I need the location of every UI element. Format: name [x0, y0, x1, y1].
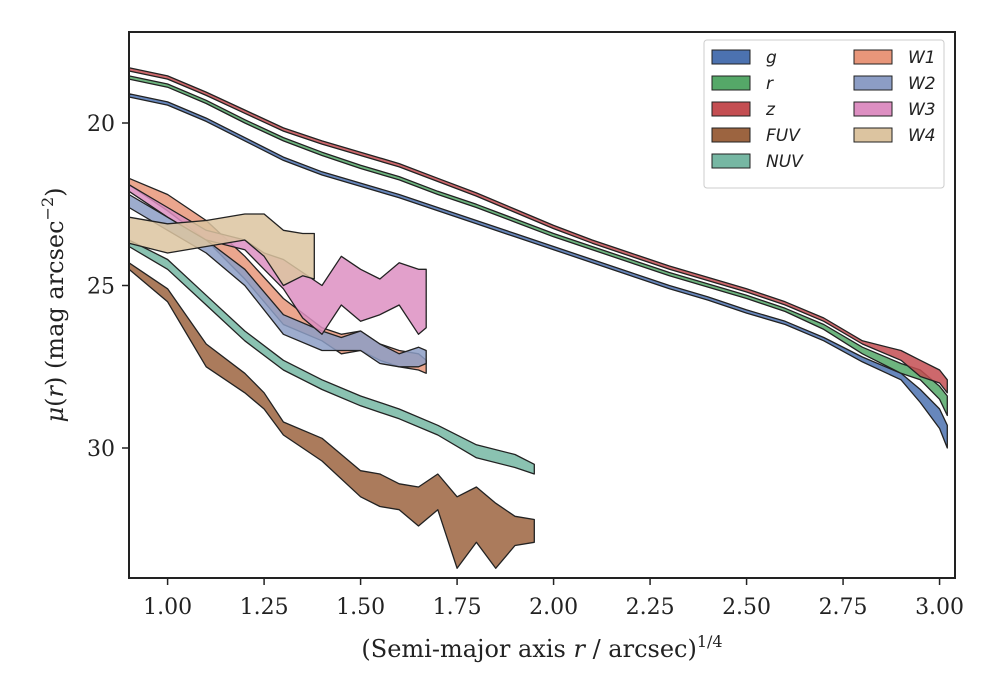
y-tick-label: 30	[87, 437, 115, 462]
series-band-fuv	[128, 262, 535, 569]
legend-swatch-z	[711, 101, 751, 117]
x-axis: 1.00 1.25 1.50 1.75 2.00 2.25 2.50 2.75 3.00	[143, 578, 964, 620]
y-tick-label: 25	[87, 275, 115, 300]
y-axis-label: μ(r) (mag arcsec−2)	[38, 187, 69, 422]
legend-label-w1: W1	[908, 48, 936, 68]
legend-label-w3: W3	[908, 100, 936, 120]
x-tick-label: 3.00	[915, 595, 964, 620]
y-tick-label: 20	[87, 112, 115, 137]
x-tick-label: 2.50	[722, 595, 771, 620]
series-band-nuv	[128, 239, 535, 475]
series-band-z	[128, 67, 948, 394]
x-tick-label: 1.75	[433, 595, 482, 620]
legend-swatch-w1	[853, 49, 893, 65]
legend-swatch-w4	[853, 127, 893, 143]
legend-label-g: g	[766, 48, 777, 68]
legend-swatch-w2	[853, 75, 893, 91]
legend-label-z: z	[765, 100, 776, 120]
legend-swatch-w3	[853, 101, 893, 117]
legend-label-w4: W4	[908, 126, 936, 146]
legend-swatch-nuv	[711, 153, 751, 169]
series-band-w4	[128, 213, 315, 287]
x-tick-label: 2.75	[819, 595, 868, 620]
x-tick-label: 2.00	[529, 595, 578, 620]
x-tick-label: 1.50	[336, 595, 385, 620]
legend-label-r: r	[766, 74, 774, 94]
y-axis: 20 25 30	[87, 112, 129, 462]
series-band-g	[128, 93, 948, 449]
legend-label-fuv: FUV	[766, 126, 801, 146]
legend-swatch-r	[711, 75, 751, 91]
series-band-r	[128, 75, 948, 417]
legend-label-w2: W2	[908, 74, 936, 94]
x-tick-label: 1.00	[143, 595, 192, 620]
series-layer	[128, 67, 948, 569]
legend: grz FUV NUV W1 W2 W3 W4	[703, 39, 945, 189]
x-axis-label: (Semi-major axis r / arcsec)1/4	[361, 632, 722, 663]
legend-swatch-g	[711, 49, 751, 65]
plot-frame	[128, 31, 956, 579]
x-tick-label: 1.25	[240, 595, 289, 620]
series-band-w2	[128, 193, 427, 368]
legend-swatch-fuv	[711, 127, 751, 143]
legend-label-nuv: NUV	[766, 152, 804, 172]
x-tick-label: 2.25	[626, 595, 675, 620]
